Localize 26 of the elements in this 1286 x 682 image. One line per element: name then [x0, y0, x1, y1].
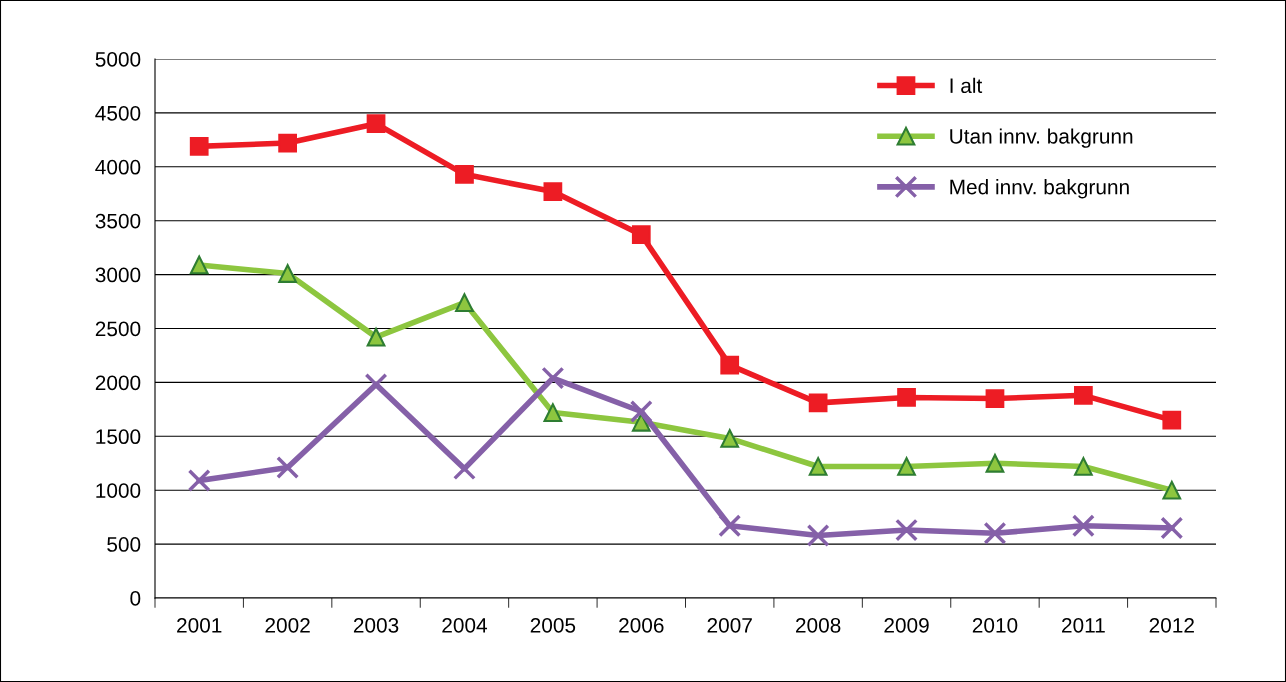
- y-tick-label: 5000: [95, 52, 141, 67]
- x-tick-label: 2007: [707, 617, 752, 633]
- y-tick-label: 0: [130, 591, 141, 606]
- x-tick-label: 2011: [1062, 617, 1105, 633]
- y-tick-label: 1500: [96, 429, 141, 445]
- legend-label: I alt: [950, 77, 983, 94]
- x-tick-label: 2008: [796, 617, 841, 633]
- y-tick-label: 4000: [95, 159, 141, 175]
- y-tick-label: 3500: [95, 213, 141, 229]
- legend-label: Med innv. bakgrunn: [950, 179, 1129, 199]
- x-tick-label: 2003: [353, 617, 399, 633]
- x-tick-label: 2002: [265, 617, 310, 633]
- x-tick-label: 2006: [619, 617, 664, 633]
- x-tick-label: 2012: [1149, 617, 1194, 633]
- y-tick-label: 2000: [95, 375, 141, 391]
- x-tick-label: 2010: [972, 617, 1018, 633]
- x-tick-label: 2001: [177, 617, 222, 633]
- x-tick-label: 2009: [884, 617, 929, 633]
- y-tick-label: 1000: [96, 483, 141, 498]
- y-tick-label: 500: [107, 537, 141, 552]
- y-tick-label: 4500: [95, 105, 141, 121]
- x-tick-label: 2004: [442, 617, 488, 633]
- y-tick-label: 3000: [95, 267, 141, 283]
- x-tick-label: 2005: [530, 617, 576, 633]
- y-tick-label: 2500: [95, 321, 141, 337]
- legend-label: Utan innv. bakgrunn: [950, 128, 1133, 148]
